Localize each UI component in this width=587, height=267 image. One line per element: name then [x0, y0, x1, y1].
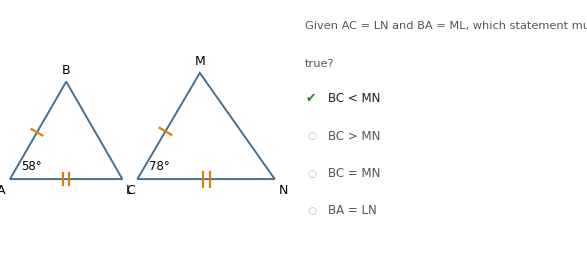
Text: BC > MN: BC > MN [328, 130, 380, 143]
Text: ✔: ✔ [305, 92, 316, 105]
Text: B: B [62, 64, 70, 77]
Text: BC = MN: BC = MN [328, 167, 380, 180]
Text: N: N [278, 184, 288, 197]
Text: Given AC = LN and BA = ML, which statement must be: Given AC = LN and BA = ML, which stateme… [305, 21, 587, 31]
Text: 58°: 58° [21, 160, 42, 173]
Text: C: C [126, 184, 135, 197]
Text: BA = LN: BA = LN [328, 205, 376, 217]
Text: ○: ○ [307, 131, 316, 141]
Text: 78°: 78° [149, 160, 170, 173]
Text: ○: ○ [307, 206, 316, 216]
Text: L: L [126, 184, 133, 197]
Text: A: A [0, 184, 5, 197]
Text: M: M [194, 55, 205, 68]
Text: true?: true? [305, 59, 335, 69]
Text: ○: ○ [307, 168, 316, 179]
Text: BC < MN: BC < MN [328, 92, 380, 105]
